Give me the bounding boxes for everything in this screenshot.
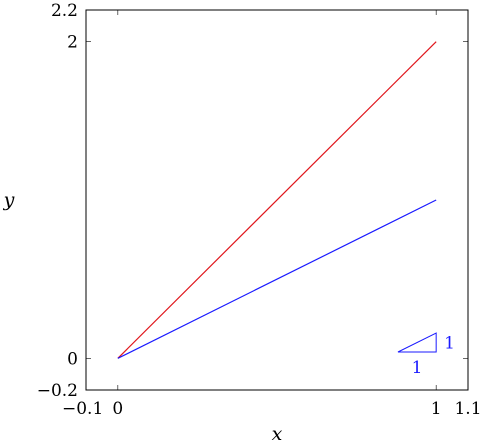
slope-triangle-shape — [397, 332, 437, 353]
y-tick-label: 2 — [67, 33, 78, 53]
y-tick-label: 0 — [67, 349, 78, 369]
x-axis-label: x — [272, 423, 283, 444]
series-line-2 — [117, 199, 437, 359]
y-axis-label: y — [3, 189, 15, 211]
series-lines — [117, 41, 437, 359]
x-tick-label: 1 — [431, 399, 442, 419]
tick-marks — [85, 9, 469, 391]
x-tick-label: 1.1 — [454, 399, 481, 419]
x-tick-label: −0.1 — [62, 399, 103, 419]
plot-frame — [85, 9, 469, 391]
y-tick-label: −0.2 — [37, 381, 78, 401]
tick-labels: −0.1 0 1 1.1 −0.2 0 2 2.2 — [37, 1, 482, 419]
y-tick-label: 2.2 — [51, 1, 78, 21]
slope-rise-label: 1 — [444, 334, 455, 354]
slope-triangle: 11 — [397, 332, 455, 378]
slope-run-label: 1 — [412, 358, 423, 378]
x-tick-label: 0 — [112, 399, 123, 419]
series-line-1 — [117, 41, 437, 359]
